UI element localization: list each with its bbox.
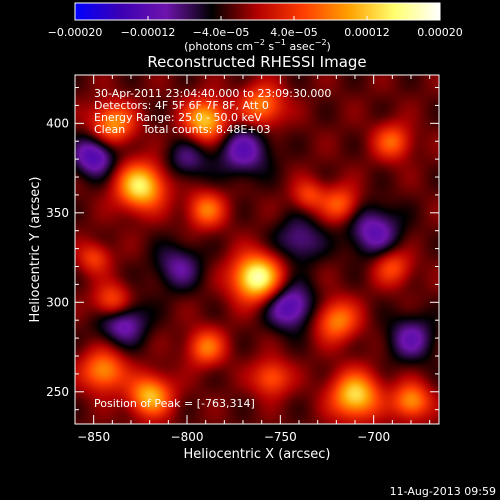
x-tick-label: −800 — [171, 430, 204, 444]
x-tick-label: −700 — [357, 430, 390, 444]
heatmap-image — [75, 75, 439, 424]
annotation-counts: Clean Total counts: 8.48E+03 — [94, 123, 271, 136]
x-tick-label: −750 — [264, 430, 297, 444]
colorbar-ticks: −0.00020 −0.00012 −4.0e−05 4.0e−05 0.00012 0.… — [48, 16, 463, 39]
colorbar-tick-label: 0.00012 — [344, 26, 390, 39]
plot-area: −850 −800 −750 −700 250 300 350 400 — [46, 74, 440, 444]
axis-ticks: −850 −800 −750 −700 250 300 350 400 — [46, 75, 439, 444]
colorbar-tick-label: −4.0e−05 — [193, 26, 250, 39]
colorbar-tick-label: −0.00020 — [48, 26, 103, 39]
colorbar: −0.00020 −0.00012 −4.0e−05 4.0e−05 0.00012 0.… — [48, 2, 463, 53]
chart-title: Reconstructed RHESSI Image — [147, 53, 366, 71]
footer-timestamp: 11-Aug-2013 09:59 — [390, 485, 496, 498]
plot-frame — [74, 74, 440, 425]
x-tick-label: −850 — [77, 430, 110, 444]
colorbar-tick-label: 4.0e−05 — [270, 26, 317, 39]
y-tick-label: 400 — [46, 116, 69, 130]
peak-position-label: Position of Peak = [-763,314] — [94, 397, 255, 410]
y-tick-label: 300 — [46, 295, 69, 309]
x-axis-label: Heliocentric X (arcsec) — [184, 447, 331, 462]
y-axis-label: Heliocentric Y (arcsec) — [28, 177, 43, 323]
y-tick-label: 350 — [46, 206, 69, 220]
colorbar-strip — [74, 2, 441, 21]
y-tick-label: 250 — [46, 385, 69, 399]
annotations: 30-Apr-2011 23:04:40.000 to 23:09:30.000… — [94, 87, 331, 410]
annotation-energy: Energy Range: 25.0 - 50.0 keV — [94, 111, 262, 124]
annotation-time: 30-Apr-2011 23:04:40.000 to 23:09:30.000 — [94, 87, 331, 100]
colorbar-tick-label: −0.00012 — [121, 26, 176, 39]
colorbar-tick-label: 0.00020 — [417, 26, 463, 39]
colorbar-units: (photons cm−2 s−1 asec−2) — [184, 38, 331, 53]
annotation-detectors: Detectors: 4F 5F 6F 7F 8F, Att 0 — [94, 99, 269, 112]
